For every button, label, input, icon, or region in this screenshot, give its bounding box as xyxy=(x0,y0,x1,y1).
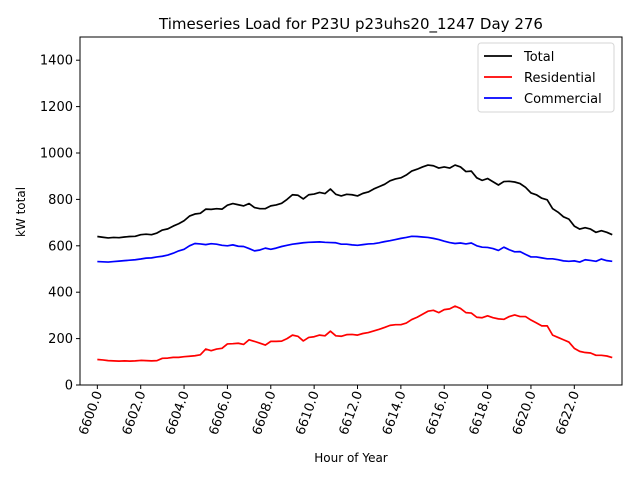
y-axis-label: kW total xyxy=(14,187,28,237)
legend-label-residential: Residential xyxy=(524,71,596,86)
x-axis-label: Hour of Year xyxy=(314,451,388,465)
y-axis: 0 200 400 600 800 1000 1200 1400 xyxy=(40,54,80,394)
plot-frame xyxy=(79,36,623,386)
y-tick-label: 400 xyxy=(48,286,73,301)
legend-label-commercial: Commercial xyxy=(524,92,602,107)
series-line-total xyxy=(97,164,613,239)
y-tick-label: 200 xyxy=(48,332,73,347)
series-layer xyxy=(97,164,613,362)
legend-label-total: Total xyxy=(523,50,554,65)
chart-title: Timeseries Load for P23U p23uhs20_1247 D… xyxy=(158,15,543,34)
series-line-residential xyxy=(97,305,613,362)
y-tick-label: 1400 xyxy=(40,54,73,69)
y-tick-label: 800 xyxy=(48,193,73,208)
y-tick-label: 1000 xyxy=(40,147,73,162)
legend: Total Residential Commercial xyxy=(477,42,615,113)
y-tick-label: 0 xyxy=(65,379,73,394)
y-tick-label: 1200 xyxy=(40,100,73,115)
legend-box xyxy=(477,42,615,113)
series-line-commercial xyxy=(97,235,613,263)
y-tick-label: 600 xyxy=(48,239,73,254)
